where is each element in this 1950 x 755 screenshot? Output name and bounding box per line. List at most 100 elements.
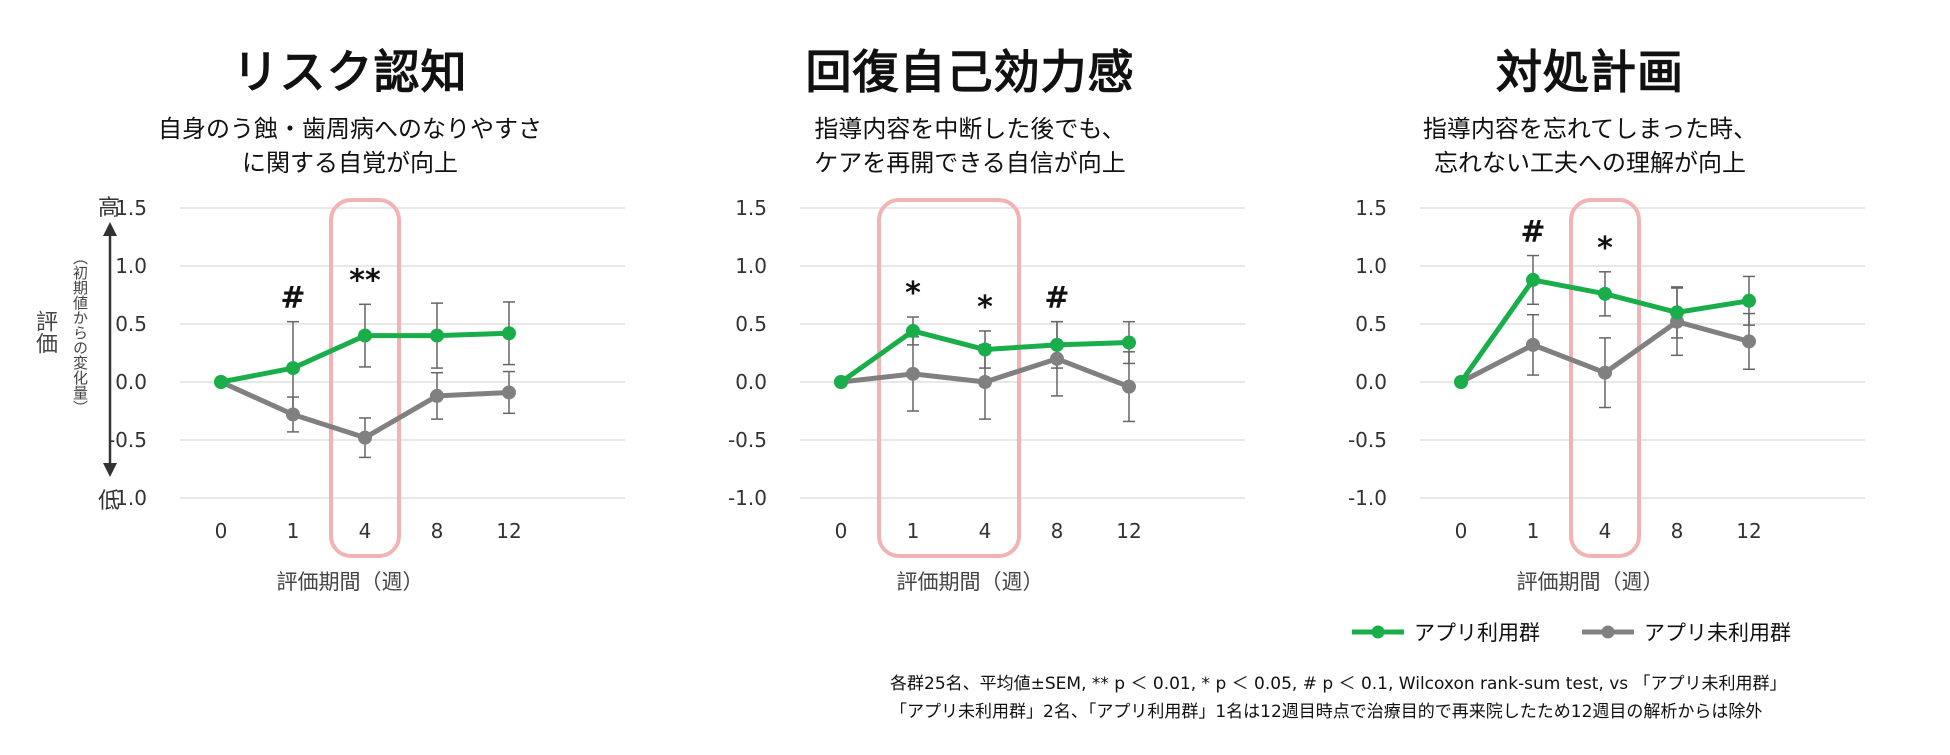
significance-marker: # <box>1044 281 1069 316</box>
data-point-nonapp <box>1122 379 1136 394</box>
chart-subtitle-line: ケアを再開できる自信が向上 <box>814 149 1126 177</box>
x-tick-label: 0 <box>1455 519 1468 543</box>
y-tick-label: 0.0 <box>1355 370 1387 394</box>
significance-marker: # <box>1520 215 1545 250</box>
chart-title: 回復自己効力感 <box>805 45 1135 99</box>
y-tick-label: -0.5 <box>1348 428 1387 452</box>
data-point-nonapp <box>358 430 372 445</box>
x-axis-label: 評価期間（週） <box>276 570 424 594</box>
legend-label-nonapp: アプリ未利用群 <box>1644 621 1791 645</box>
chart-subtitle-line: 指導内容を中断した後でも、 <box>814 115 1126 143</box>
x-tick-label: 0 <box>835 519 848 543</box>
chart-subtitle-line: 指導内容を忘れてしまった時、 <box>1422 115 1758 143</box>
footnote-line: 「アプリ未利用群」2名、「アプリ利用群」1名は12週目時点で治療目的で再来院した… <box>890 702 1763 722</box>
x-tick-label: 12 <box>1116 519 1141 543</box>
y-tick-label: 0.0 <box>115 370 147 394</box>
y-tick-label: 1.0 <box>1355 254 1387 278</box>
legend-label-app: アプリ利用群 <box>1414 621 1540 645</box>
x-tick-label: 1 <box>907 519 920 543</box>
data-point-app <box>430 328 444 343</box>
x-tick-label: 12 <box>496 519 521 543</box>
highlight-box <box>1569 198 1641 558</box>
line-chart-recovery: 1.5 1.0 0.5 0.0 -0.5 -1.0 0 1 4 8 12 * * # <box>728 196 1245 558</box>
x-tick-label: 4 <box>359 519 372 543</box>
chart-subtitle-line: 自身のう蝕・歯周病へのなりやすさ <box>158 115 542 143</box>
footnote: 各群25名、平均値±SEM, ** p ＜ 0.01, * p ＜ 0.05, … <box>890 670 1787 726</box>
chart-subtitle: 自身のう蝕・歯周病へのなりやすさ に関する自覚が向上 <box>70 112 630 180</box>
chart-subtitle-line: 忘れない工夫への理解が向上 <box>1434 149 1746 177</box>
data-point-nonapp <box>978 375 992 389</box>
significance-marker: # <box>280 281 305 316</box>
data-point-nonapp <box>906 366 920 381</box>
data-point-nonapp <box>502 385 516 400</box>
x-tick-label: 1 <box>1527 519 1540 543</box>
y-axis-title: 評価 <box>32 310 57 354</box>
y-axis-high-label: 高 <box>98 196 121 221</box>
data-point-app <box>1526 272 1540 287</box>
x-tick-label: 8 <box>1671 519 1684 543</box>
chart-legend: アプリ利用群 アプリ未利用群 <box>1350 617 1791 647</box>
chart-subtitle: 指導内容を忘れてしまった時、 忘れない工夫への理解が向上 <box>1310 112 1870 180</box>
data-point-nonapp <box>1598 365 1612 380</box>
significance-marker: * <box>977 290 993 325</box>
line-chart-coping: 1.5 1.0 0.5 0.0 -0.5 -1.0 0 1 4 8 12 # * <box>1348 196 1865 558</box>
data-point-app <box>1670 305 1684 320</box>
x-tick-label: 4 <box>979 519 992 543</box>
y-tick-label: 1.5 <box>115 196 147 220</box>
y-axis-subtitle: （初期値からの変化量） <box>71 250 89 415</box>
y-tick-label: 1.0 <box>735 254 767 278</box>
data-point-nonapp <box>286 407 300 422</box>
significance-marker: * <box>1597 231 1613 266</box>
y-tick-label: 0.5 <box>1355 312 1387 336</box>
data-point-app <box>286 361 300 376</box>
x-tick-label: 8 <box>1051 519 1064 543</box>
x-axis-label: 評価期間（週） <box>1516 570 1664 594</box>
y-tick-label: -1.0 <box>728 486 767 510</box>
x-tick-label: 8 <box>431 519 444 543</box>
chart-title: 対処計画 <box>1496 45 1684 99</box>
data-point-app <box>1598 286 1612 301</box>
data-point-nonapp <box>1526 337 1540 352</box>
chart-subtitle: 指導内容を中断した後でも、 ケアを再開できる自信が向上 <box>690 112 1250 180</box>
y-tick-label: 0.5 <box>735 312 767 336</box>
data-point-nonapp <box>1050 351 1064 366</box>
chart-panel-risk: リスク認知 自身のう蝕・歯周病へのなりやすさ に関する自覚が向上 1.5 1.0 0… <box>70 0 630 620</box>
data-point-nonapp <box>430 388 444 403</box>
data-point-app <box>906 323 920 338</box>
y-tick-label: -1.0 <box>1348 486 1387 510</box>
x-tick-label: 0 <box>215 519 228 543</box>
line-chart-risk: 1.5 1.0 0.5 0.0 -0.5 -1.0 0 1 4 8 12 # ** <box>108 196 625 558</box>
data-point-app <box>214 375 228 389</box>
data-point-app <box>834 375 848 389</box>
legend-item-app: アプリ利用群 <box>1350 617 1540 647</box>
y-tick-label: -0.5 <box>108 428 147 452</box>
y-tick-label: 0.0 <box>735 370 767 394</box>
y-tick-label: 1.5 <box>1355 196 1387 220</box>
y-tick-label: 0.5 <box>115 312 147 336</box>
chart-subtitle-line: に関する自覚が向上 <box>242 149 458 177</box>
legend-item-nonapp: アプリ未利用群 <box>1580 617 1791 647</box>
chart-panel-coping: 対処計画 指導内容を忘れてしまった時、 忘れない工夫への理解が向上 1.5 1.0… <box>1310 0 1870 620</box>
significance-marker: * <box>905 276 921 311</box>
data-point-app <box>978 342 992 357</box>
legend-swatch-nonapp <box>1582 625 1634 639</box>
y-tick-label: 1.5 <box>735 196 767 220</box>
legend-swatch-app <box>1352 625 1404 639</box>
significance-marker: ** <box>349 263 381 298</box>
data-point-app <box>1122 335 1136 350</box>
x-axis-label: 評価期間（週） <box>896 570 1044 594</box>
data-point-app <box>1742 293 1756 308</box>
y-tick-label: 1.0 <box>115 254 147 278</box>
y-tick-label: -1.0 <box>108 486 147 510</box>
x-tick-label: 1 <box>287 519 300 543</box>
x-tick-label: 12 <box>1736 519 1761 543</box>
data-point-app <box>502 326 516 341</box>
chart-panel-recovery: 回復自己効力感 指導内容を中断した後でも、 ケアを再開できる自信が向上 1.5 1… <box>690 0 1250 620</box>
y-axis-double-arrow <box>103 222 117 477</box>
y-tick-label: -0.5 <box>728 428 767 452</box>
data-point-app <box>1050 337 1064 352</box>
data-point-app <box>1454 375 1468 389</box>
y-axis-low-label: 低 <box>98 489 121 514</box>
data-point-nonapp <box>1742 334 1756 349</box>
x-tick-label: 4 <box>1599 519 1612 543</box>
